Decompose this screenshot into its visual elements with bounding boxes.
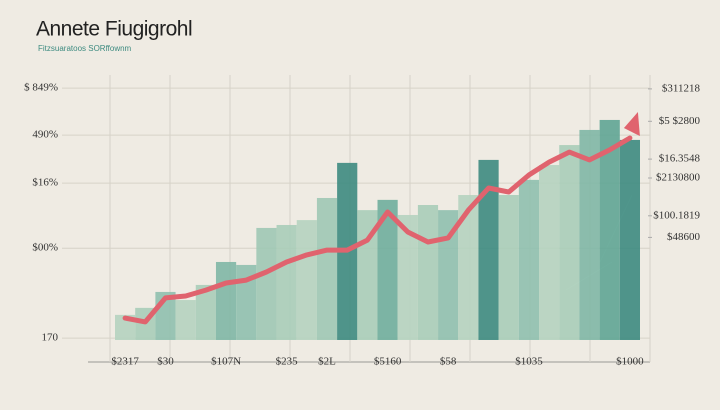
x-tick-label: $235 <box>276 356 299 368</box>
x-tick-label: $107N <box>211 356 241 368</box>
bar <box>458 195 479 340</box>
bar <box>579 129 600 340</box>
bar <box>377 199 398 340</box>
line <box>122 135 633 325</box>
bar <box>316 197 338 340</box>
y-tick-label: $ 849% <box>24 82 58 94</box>
chart-subtitle: Fitzsuaratoos SORffownm <box>38 44 132 53</box>
y-tick-label: 490% <box>32 129 58 141</box>
x-tick-label: $1000 <box>616 356 644 368</box>
x-tick-label: $58 <box>440 356 457 368</box>
y-tick-label: 170 <box>42 332 59 344</box>
bar <box>599 119 620 340</box>
x-tick-label: $2L <box>318 356 336 368</box>
bar <box>478 159 499 340</box>
bar <box>397 214 418 340</box>
bar <box>276 224 297 340</box>
bar <box>518 179 540 340</box>
arrow-head <box>623 112 640 137</box>
bar <box>215 261 237 340</box>
bar <box>296 220 317 340</box>
bar <box>256 227 277 340</box>
bar <box>195 284 216 340</box>
bar <box>498 195 519 340</box>
bar <box>175 300 196 340</box>
bar <box>539 165 560 340</box>
bar <box>236 264 257 340</box>
y2-tick-label: $311218 <box>662 82 701 94</box>
y2-tick-label: $16.3548 <box>659 153 701 165</box>
y2-tick-label: $2130800 <box>656 172 701 184</box>
x-tick-label: $1035 <box>515 356 543 368</box>
x-tick-label: $30 <box>157 356 174 368</box>
bar <box>559 145 580 340</box>
y2-tick-label: $48600 <box>667 231 701 243</box>
y-tick-label: $00% <box>32 242 58 254</box>
chart-title: Annete Fiugigrohl <box>36 18 192 41</box>
bar <box>438 210 459 340</box>
x-tick-label: $2317 <box>111 356 139 368</box>
bar <box>619 139 640 340</box>
x-tick-label: $5160 <box>374 356 402 368</box>
y2-tick-label: $100.1819 <box>653 209 700 221</box>
y2-tick-label: $5 $2800 <box>659 115 701 127</box>
bar <box>417 205 439 340</box>
y-tick-label: $16% <box>32 177 58 189</box>
